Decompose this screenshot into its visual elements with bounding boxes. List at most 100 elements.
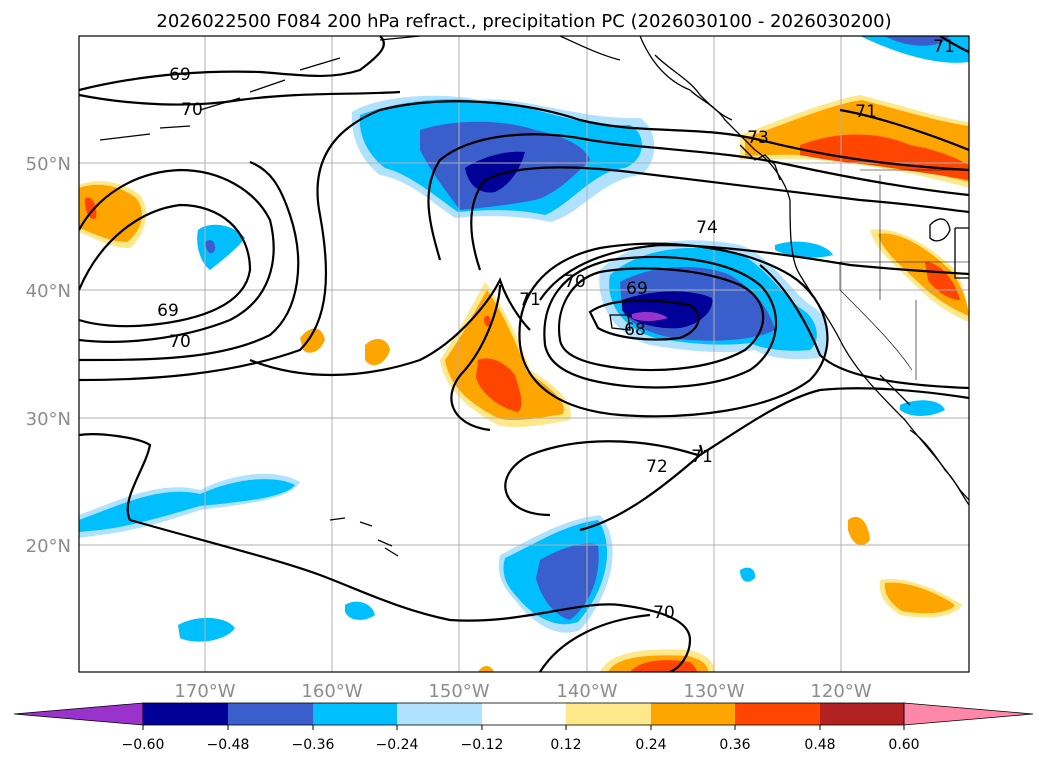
contour-label: 69 [169,65,191,85]
refractivity-contours [79,36,969,672]
contour-label: 70 [653,603,675,623]
box-feature [954,227,969,279]
contour-69-low [557,267,765,372]
contour-label-layer: 69 70 69 70 71 70 69 68 74 71 73 71 72 7… [157,37,955,623]
colorbar-tick-label: 0.60 [888,737,919,753]
shade-neg036-w [205,240,216,254]
colorbar-tick-label: 0.12 [550,737,581,753]
aleutians-w [99,125,191,141]
precip-shading [79,36,969,672]
lat-label: 50°N [26,154,71,175]
contour-72-east [759,264,969,390]
contour-label: 70 [181,100,203,120]
colorbar-swatch [482,703,566,725]
shade-pos024-se [884,582,955,614]
west-coast [639,36,969,501]
contour-72-north [79,100,969,382]
contour-70-north [79,90,401,106]
shade-neg060-central [632,311,668,321]
colorbar: −0.60 −0.48 −0.36 −0.24 −0.12 0.12 0.24 … [13,702,1034,753]
shade-neg024-coast [775,241,833,258]
contour-label: 69 [157,301,179,321]
colorbar-swatch [566,703,651,725]
contour-label: 71 [855,102,877,122]
lat-label: 30°N [26,409,71,430]
alaska-south [379,36,621,61]
lon-label: 150°W [428,681,489,702]
contour-71-jet [839,108,969,152]
contour-74-label-line [539,243,969,301]
shade-neg024-w [197,224,245,270]
contour-72-south [504,440,703,517]
shade-neg024-trop [79,479,295,532]
colorbar-tick-label: −0.12 [461,737,504,753]
colorbar-tick-label: −0.24 [376,737,419,753]
colorbar-swatch [651,703,735,725]
state-borders [839,169,969,380]
shade-neg024-ne-corner [860,36,969,63]
contour-71-south [579,387,969,532]
shade-neg024-bit [740,567,756,582]
contour-label: 73 [747,128,769,148]
contour-70-bottom [539,613,651,672]
contour-68-low [588,299,700,341]
vancouver-island [739,144,781,181]
lon-label: 120°W [810,681,871,702]
contour-label: 69 [626,279,648,299]
lake [929,218,951,242]
panhandle [654,54,733,121]
contour-71-west [79,160,300,362]
shade-pos036-plume2 [484,315,491,327]
plot-frame [78,35,970,673]
shade-pos024-s2 [365,338,390,366]
contour-69-west [79,203,252,328]
contour-label: 71 [933,37,955,57]
lon-label: 140°W [556,681,617,702]
map-title: 2026022500 F084 200 hPa refract., precip… [156,11,891,32]
contour-71-low [518,242,829,418]
contour-label: 71 [519,290,541,310]
shade-neg024-coast2 [900,400,945,416]
colorbar-swatch [820,703,904,725]
shade-pos024-plume [445,290,564,421]
longitude-labels: 170°W 160°W 150°W 140°W 130°W 120°W [174,681,871,702]
shade-pos024-bottom2 [478,665,494,672]
hawaii [329,517,399,557]
shade-pos024-se2 [848,516,870,546]
contour-72-mid [450,284,502,432]
baja-coast [909,429,969,506]
colorbar-ticks [142,725,905,730]
contour-label: 72 [646,457,668,477]
colorbar-extend-low [13,702,144,726]
contour-74-north [470,166,969,271]
colorbar-swatch [143,703,228,725]
colorbar-swatch [735,703,820,725]
colorbar-swatch [313,703,397,725]
shade-pos036-w [84,197,97,219]
lon-label: 170°W [174,681,235,702]
contour-label: 71 [691,447,713,467]
colorbar-tick-label: 0.48 [804,737,835,753]
box-feature-2 [609,314,631,331]
colorbar-frame [142,702,905,726]
shade-neg024-s [178,617,235,642]
contour-71-ne [939,36,969,54]
colorbar-tick-label: −0.48 [207,737,250,753]
contour-73-north [427,133,969,261]
shade-pos036-plume [476,358,522,412]
shade-pos024-s1 [300,328,325,353]
contour-label: 70 [169,332,191,352]
colorbar-extend-high [903,702,1034,726]
contour-71-mid [249,277,531,377]
contour-70-west [79,168,275,343]
contour-69-north [79,36,385,92]
contour-70-low [543,255,778,389]
shade-neg024-s2 [345,601,375,620]
colorbar-tick-label: −0.60 [122,737,165,753]
colorbar-tick-label: 0.36 [719,737,750,753]
coastlines [99,36,969,557]
colorbar-swatch [228,703,313,725]
lon-label: 160°W [301,681,362,702]
shade-neg036-ne-corner [885,36,950,46]
